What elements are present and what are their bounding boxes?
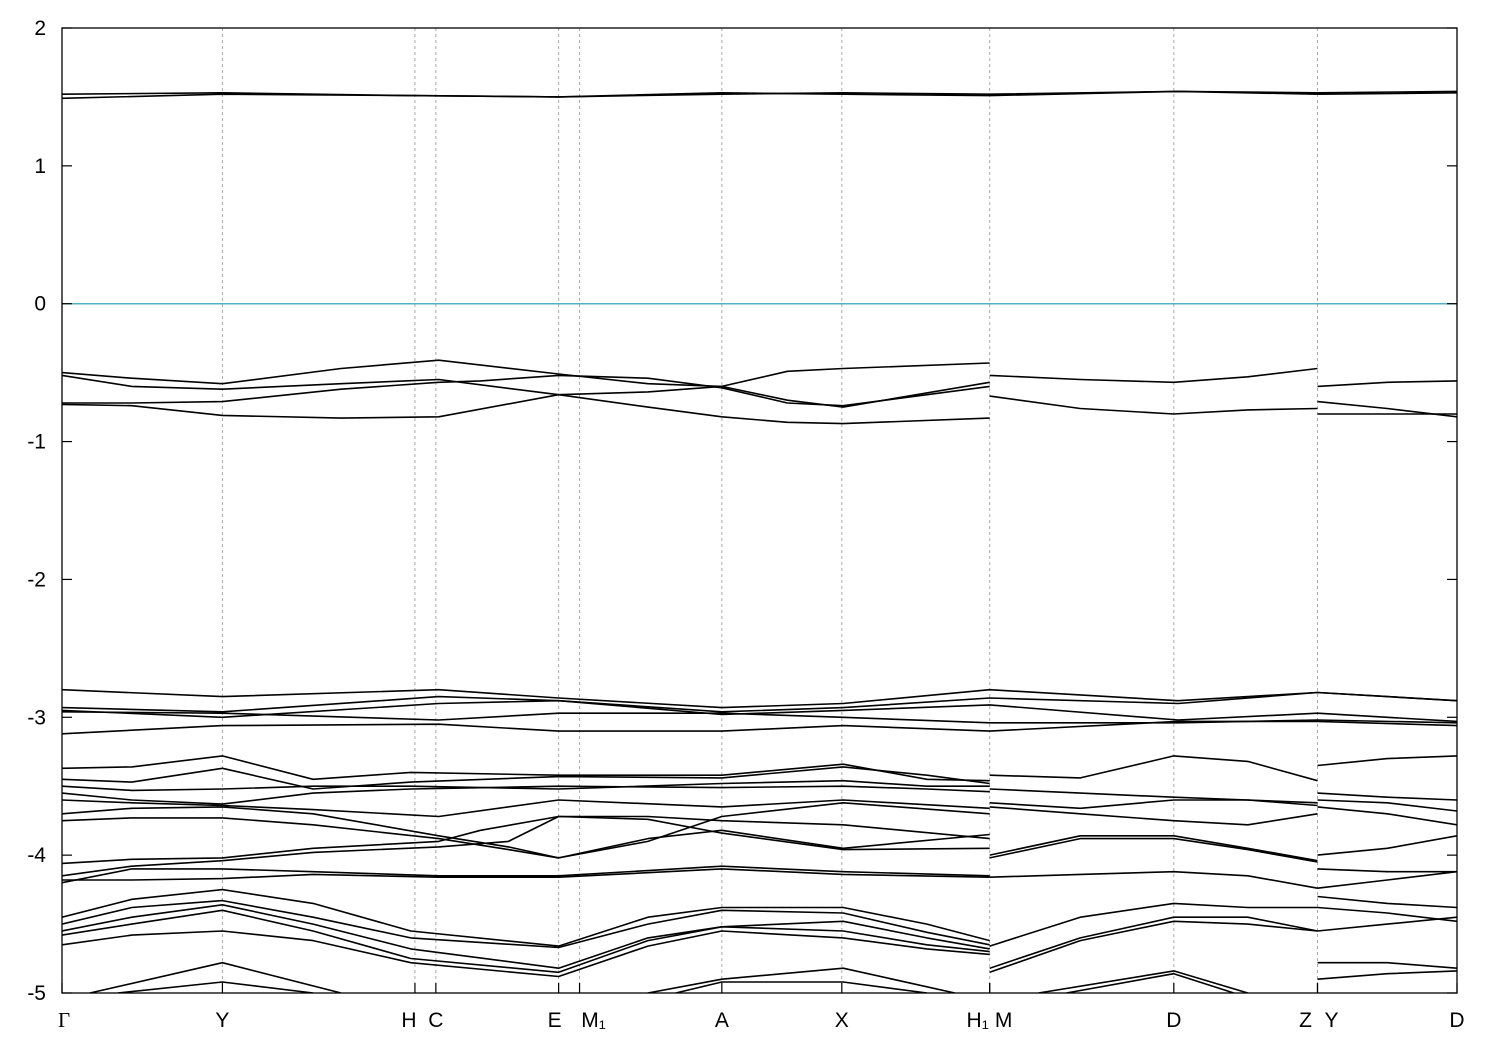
band-line-57: [1317, 916, 1457, 932]
band-line-24: [62, 815, 990, 877]
band-line-47: [117, 981, 314, 993]
kpoint-label: Γ: [58, 1008, 70, 1032]
kpoint-label: X: [835, 1009, 849, 1032]
band-line-41: [62, 888, 990, 947]
kpoint-label: Y: [215, 1009, 229, 1032]
y-tick-label: 2: [34, 17, 46, 40]
band-line-15: [62, 720, 1457, 735]
kpoint-label: C: [428, 1009, 443, 1032]
y-tick-label: -4: [27, 844, 46, 867]
band-line-26: [62, 868, 990, 881]
band-line-53: [1038, 970, 1249, 993]
band-line-43: [62, 903, 990, 970]
kpoint-gridlines: [221, 28, 1318, 993]
band-line-22: [62, 817, 990, 859]
band-line-56: [1317, 906, 1457, 923]
band-line-33: [989, 870, 1318, 889]
band-line-12: [62, 691, 1457, 713]
band-line-1: [62, 90, 1457, 100]
y-tick-label: -2: [27, 568, 46, 591]
band-line-6: [989, 367, 1318, 384]
band-line-23: [62, 815, 990, 865]
band-line-36: [1317, 799, 1457, 812]
band-line-27: [989, 755, 1318, 782]
kpoint-label: D: [1449, 1009, 1464, 1032]
kpoint-label: Y: [1324, 1009, 1338, 1032]
band-line-11: [62, 688, 1457, 709]
band-line-7: [989, 395, 1318, 415]
band-line-39: [1317, 868, 1457, 873]
kpoint-label: M: [995, 1009, 1013, 1032]
band-lines: [62, 90, 1457, 993]
band-line-2: [62, 359, 990, 388]
band-line-51: [989, 916, 1318, 969]
band-line-37: [1317, 806, 1457, 826]
band-line-31: [989, 834, 1318, 862]
band-line-49: [675, 981, 928, 993]
band-line-21: [62, 801, 990, 859]
y-tick-label: 0: [34, 293, 46, 316]
band-line-29: [989, 799, 1318, 810]
band-line-50: [989, 902, 1318, 947]
band-line-28: [989, 788, 1318, 804]
kpoint-label: E: [548, 1009, 562, 1032]
y-tick-label: -1: [27, 431, 46, 454]
y-tick-label: -3: [27, 706, 46, 729]
x-axis-kpoints: Γ Y H C E M₁ A X H₁ M D Z Y D: [58, 983, 1465, 1032]
band-line-58: [1317, 961, 1457, 969]
band-line-54: [1066, 972, 1235, 993]
band-line-25: [62, 865, 990, 884]
band-line-30: [989, 806, 1318, 826]
kpoint-label: D: [1166, 1009, 1181, 1032]
band-line-4: [62, 374, 990, 407]
band-line-42: [62, 899, 990, 949]
band-line-8: [1317, 380, 1457, 388]
kpoint-label: Z: [1299, 1009, 1312, 1032]
y-tick-label: 1: [34, 155, 46, 178]
kpoint-label: H₁: [967, 1009, 989, 1032]
band-line-44: [62, 909, 990, 974]
band-line-55: [1317, 895, 1457, 909]
band-line-18: [62, 779, 990, 792]
band-line-32: [989, 837, 1318, 863]
band-line-19: [62, 785, 990, 805]
band-line-34: [1317, 755, 1457, 767]
y-axis: 2 1 0 -1 -2 -3 -4 -5: [27, 17, 1457, 1005]
band-line-35: [1317, 792, 1457, 801]
band-line-40: [1317, 870, 1457, 889]
y-tick-label: -5: [27, 982, 46, 1005]
band-line-48: [647, 967, 955, 993]
band-line-38: [1317, 835, 1457, 856]
band-line-17: [62, 766, 990, 790]
kpoint-label: M₁: [581, 1009, 606, 1032]
band-line-52: [989, 920, 1318, 974]
band-line-20: [62, 799, 990, 818]
band-line-5: [62, 393, 990, 425]
kpoint-label: H: [401, 1009, 416, 1032]
band-line-13: [62, 699, 1457, 723]
band-line-45: [62, 930, 990, 978]
band-line-59: [1317, 970, 1457, 980]
kpoint-label: A: [715, 1009, 729, 1032]
band-line-46: [89, 961, 342, 993]
plot-frame: [61, 27, 1458, 994]
